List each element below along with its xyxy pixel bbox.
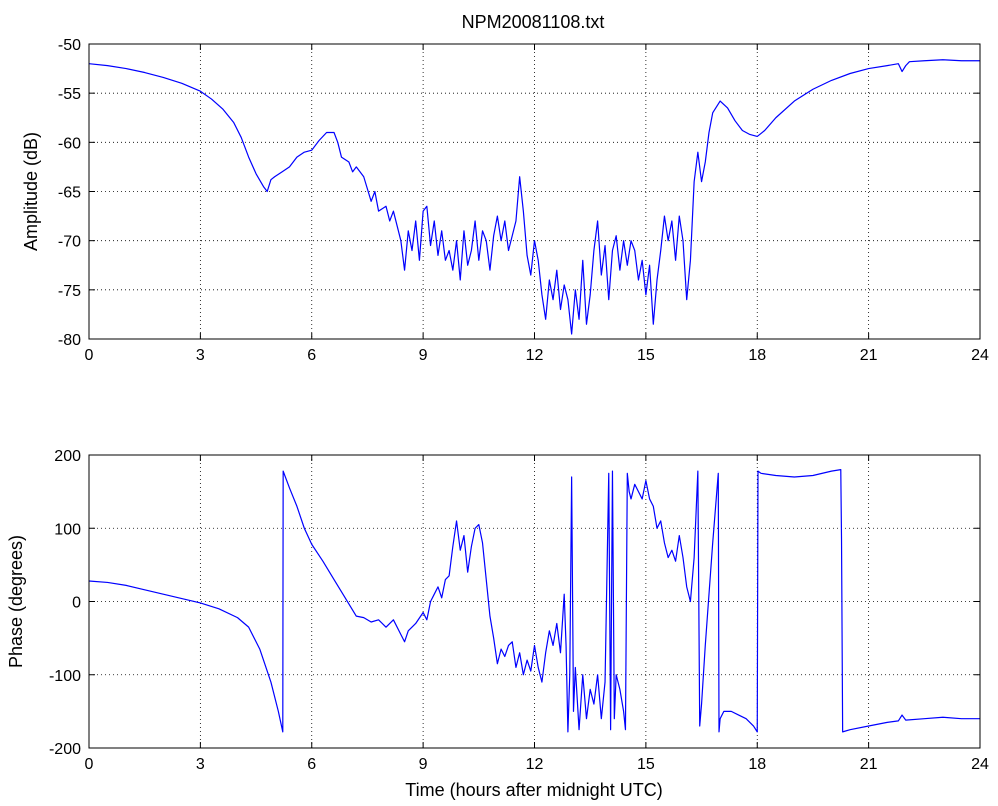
phase-xtick-label: 9 <box>419 756 428 773</box>
amplitude-plot: 0 3 6 9 12 15 18 21 24 -80 -75 -70 -65 -60 -55 -50 Ampl… <box>21 37 989 364</box>
amplitude-xtick-label: 21 <box>860 347 878 364</box>
phase-series-group <box>88 469 980 733</box>
amplitude-ylabel: Amplitude (dB) <box>21 132 41 251</box>
amplitude-ytick-label: -75 <box>58 283 81 300</box>
phase-ytick-label: 200 <box>54 448 81 465</box>
phase-xtick-label: 18 <box>748 756 766 773</box>
amplitude-ytick-label: -70 <box>58 234 81 251</box>
amplitude-ytick-label: -50 <box>58 37 81 54</box>
phase-xtick-label: 15 <box>637 756 655 773</box>
amplitude-xtick-label: 9 <box>419 347 428 364</box>
amplitude-xtick-label: 18 <box>748 347 766 364</box>
phase-xlabel: Time (hours after midnight UTC) <box>405 780 662 800</box>
amplitude-ytick-label: -55 <box>58 86 81 103</box>
amplitude-ytick-label: -80 <box>58 332 81 349</box>
phase-ytick-label: 0 <box>72 595 81 612</box>
phase-ytick-label: 100 <box>54 521 81 538</box>
phase-ytick-label: -200 <box>49 741 81 758</box>
amplitude-xtick-label: 12 <box>526 347 544 364</box>
phase-plot-area <box>89 455 980 748</box>
amplitude-ticks: 0 3 6 9 12 15 18 21 24 -80 -75 -70 -65 -60 -55 -50 <box>58 37 989 364</box>
amplitude-xtick-label: 24 <box>971 347 989 364</box>
amplitude-series-group <box>88 59 980 335</box>
figure-title: NPM20081108.txt <box>462 12 605 32</box>
amplitude-xtick-label: 15 <box>637 347 655 364</box>
phase-series-line <box>88 469 980 733</box>
phase-plot: 0 3 6 9 12 15 18 21 24 -200 -100 0 100 200 Phase (deg… <box>6 448 989 800</box>
amplitude-xtick-label: 0 <box>85 347 94 364</box>
phase-xtick-label: 12 <box>526 756 544 773</box>
amplitude-ytick-label: -65 <box>58 185 81 202</box>
amplitude-grid <box>89 44 980 339</box>
phase-ticks: 0 3 6 9 12 15 18 21 24 -200 -100 0 100 200 <box>49 448 989 773</box>
phase-xtick-label: 24 <box>971 756 989 773</box>
amplitude-series-line <box>88 59 980 335</box>
phase-ytick-label: -100 <box>49 668 81 685</box>
phase-xtick-label: 0 <box>85 756 94 773</box>
amplitude-xtick-label: 3 <box>196 347 205 364</box>
amplitude-xtick-label: 6 <box>307 347 316 364</box>
amplitude-ytick-label: -60 <box>58 135 81 152</box>
phase-xtick-label: 3 <box>196 756 205 773</box>
phase-ylabel: Phase (degrees) <box>6 535 26 668</box>
phase-xtick-label: 21 <box>860 756 878 773</box>
phase-xtick-label: 6 <box>307 756 316 773</box>
